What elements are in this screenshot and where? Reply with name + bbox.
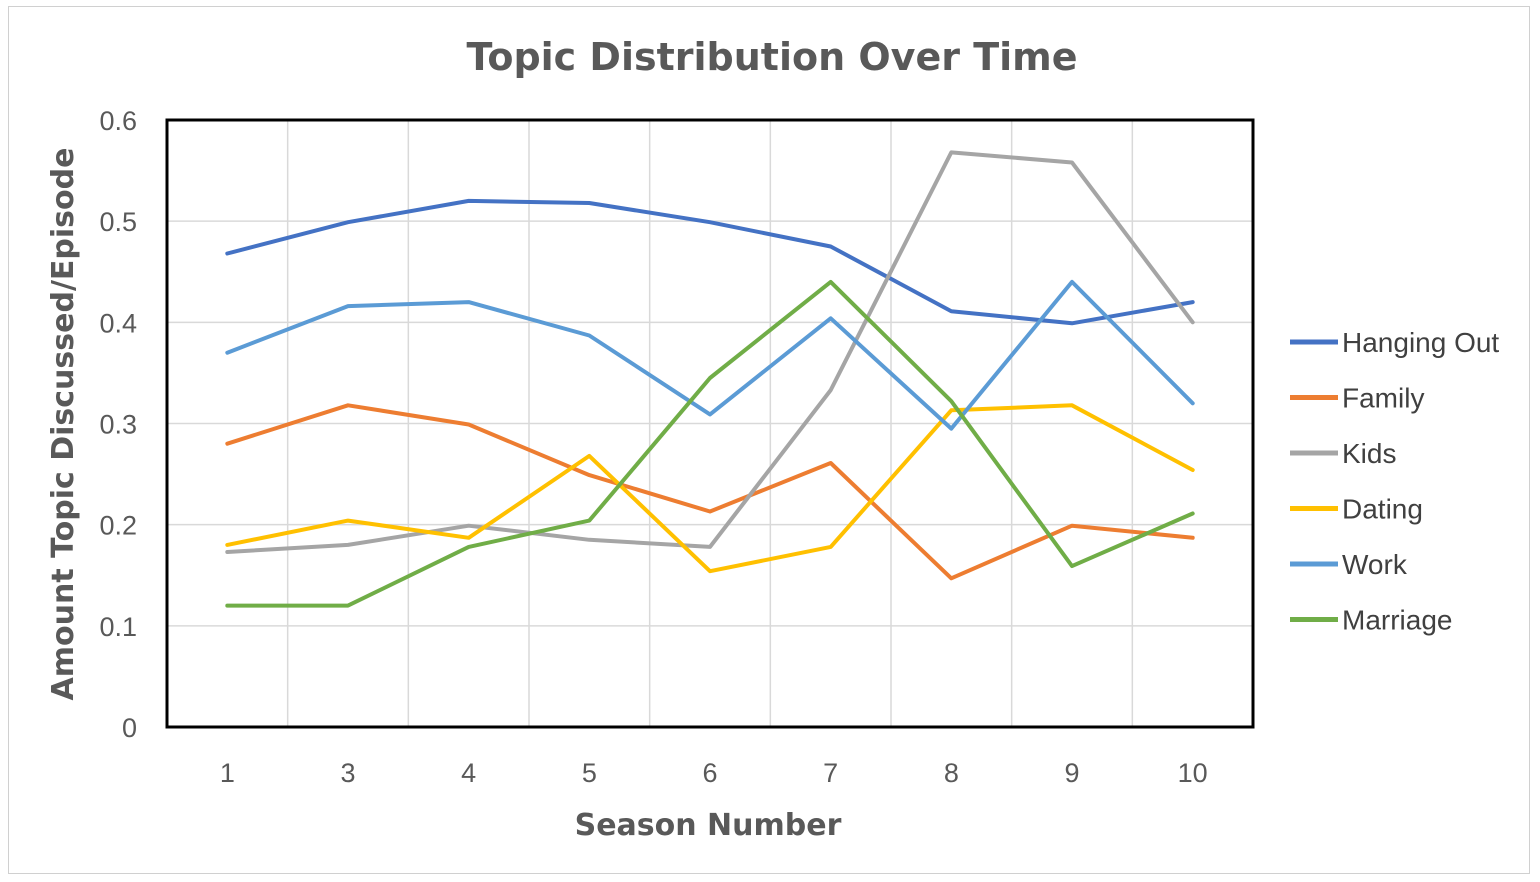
legend-item-hanging-out: Hanging Out	[1290, 327, 1499, 358]
x-tick-label: 9	[1064, 758, 1079, 788]
y-tick-label: 0.1	[99, 612, 137, 642]
series-line-marriage	[225, 279, 1195, 608]
legend-item-dating: Dating	[1290, 494, 1423, 525]
y-tick-label: 0.3	[99, 410, 137, 440]
y-tick-label: 0.2	[99, 511, 137, 541]
x-axis-ticks: 1 3 4 5 6 7 8 9 10	[220, 758, 1208, 788]
y-axis-title: Amount Topic Discussed/Episode	[46, 148, 81, 701]
y-tick-label: 0.5	[99, 207, 137, 237]
series-line-family	[225, 403, 1195, 581]
gridlines	[167, 119, 1253, 728]
legend-item-work: Work	[1290, 549, 1408, 580]
legend-label: Dating	[1342, 494, 1423, 525]
legend-label: Marriage	[1342, 605, 1452, 636]
chart-title: Topic Distribution Over Time	[466, 35, 1077, 79]
series-lines	[225, 150, 1195, 608]
x-tick-label: 7	[823, 758, 838, 788]
y-axis-ticks: 0 0.1 0.2 0.3 0.4 0.5 0.6	[99, 106, 137, 743]
x-axis-title: Season Number	[575, 808, 842, 843]
chart-frame	[8, 6, 1530, 874]
series-line-hanging-out	[225, 198, 1195, 326]
y-tick-label: 0	[122, 713, 137, 743]
x-tick-label: 10	[1178, 758, 1208, 788]
x-tick-label: 1	[220, 758, 235, 788]
legend-item-family: Family	[1290, 383, 1424, 414]
x-tick-label: 3	[340, 758, 355, 788]
x-tick-label: 8	[944, 758, 959, 788]
series-line-dating	[225, 403, 1195, 574]
legend-label: Work	[1342, 549, 1408, 580]
series-line-work	[225, 279, 1195, 431]
legend-label: Family	[1342, 383, 1424, 414]
legend-label: Hanging Out	[1342, 327, 1499, 358]
legend-label: Kids	[1342, 438, 1396, 469]
series-line-kids	[225, 150, 1195, 554]
y-tick-label: 0.6	[99, 106, 137, 136]
x-tick-label: 5	[582, 758, 597, 788]
y-tick-label: 0.4	[99, 308, 137, 338]
legend: Hanging Out Family Kids Dating Work Marriage	[1290, 327, 1499, 636]
plot-area-border	[165, 118, 1255, 729]
x-tick-label: 4	[461, 758, 476, 788]
x-tick-label: 6	[702, 758, 717, 788]
legend-item-kids: Kids	[1290, 438, 1396, 469]
legend-item-marriage: Marriage	[1290, 605, 1452, 636]
